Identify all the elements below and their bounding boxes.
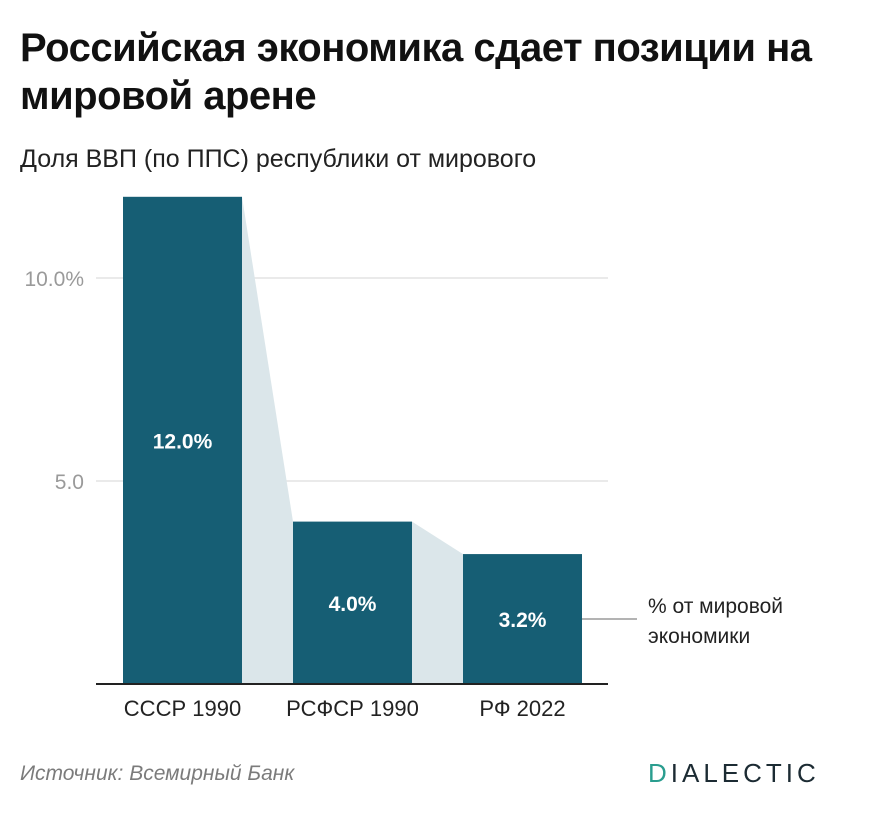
brand-logo-accent: D	[648, 758, 671, 788]
source-note: Источник: Всемирный Банк	[20, 762, 295, 785]
brand-logo-rest: IALECTIC	[670, 758, 820, 788]
chart-title: Российская экономика сдает позиции на ми…	[20, 26, 812, 118]
annotation-text-line: % от мировой	[648, 595, 783, 618]
bar-connector	[242, 196, 293, 685]
brand-logo: DIALECTIC	[648, 758, 820, 789]
bar	[123, 196, 242, 685]
x-category-label: СССР 1990	[124, 696, 241, 721]
annotation-text-line: экономики	[648, 625, 750, 648]
bar	[463, 554, 582, 684]
bar-connector	[412, 521, 463, 684]
y-tick-label: 5.0	[55, 471, 84, 494]
y-tick-label: 10.0%	[24, 268, 84, 291]
x-category-label: РФ 2022	[479, 696, 565, 721]
bar-value-label: 3.2%	[499, 609, 547, 632]
bar-value-label: 12.0%	[153, 430, 213, 453]
bar-value-label: 4.0%	[329, 593, 377, 616]
bar	[293, 521, 412, 684]
chart-subtitle: Доля ВВП (по ППС) республики от мирового	[20, 145, 537, 173]
x-category-label: РСФСР 1990	[286, 696, 419, 721]
